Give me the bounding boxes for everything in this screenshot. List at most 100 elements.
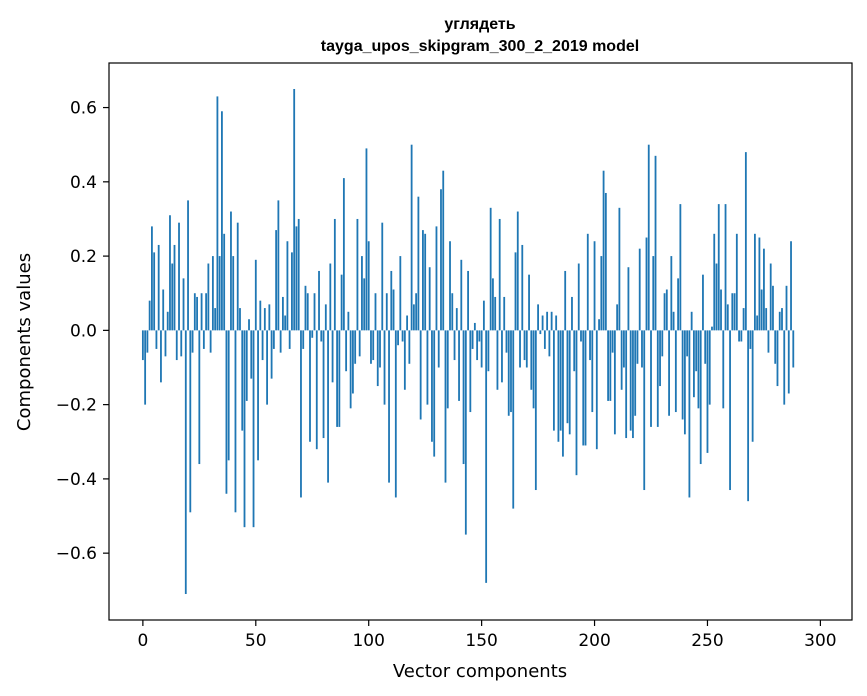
bar-142 [462, 330, 465, 465]
bar-148 [476, 330, 479, 361]
bar-253 [713, 233, 716, 331]
bar-156 [494, 296, 497, 331]
bar-205 [604, 192, 607, 331]
bar-240 [683, 330, 686, 435]
bar-45 [243, 330, 246, 528]
bar-97 [361, 256, 363, 331]
bar-198 [589, 330, 591, 361]
bar-155 [492, 278, 494, 331]
bar-119 [410, 144, 413, 331]
bar-127 [428, 267, 431, 331]
bar-100 [367, 241, 370, 331]
x-tick-label: 0 [137, 631, 148, 651]
bar-283 [781, 308, 783, 331]
bar-24 [196, 296, 198, 331]
bar-144 [467, 270, 469, 331]
bar-58 [272, 330, 275, 349]
bar-264 [738, 330, 740, 342]
x-tick-label: 50 [245, 631, 267, 651]
bar-27 [202, 330, 205, 349]
bar-189 [568, 330, 571, 435]
bar-206 [607, 330, 609, 401]
bar-181 [550, 311, 553, 331]
bar-105 [379, 330, 381, 368]
bar-199 [591, 330, 594, 413]
bar-167 [519, 330, 521, 368]
bar-87 [338, 330, 341, 427]
bar-176 [539, 330, 542, 335]
bar-8 [160, 330, 162, 383]
bar-53 [261, 330, 264, 361]
y-tick-label: −0.6 [56, 544, 97, 564]
bar-48 [250, 330, 253, 379]
bar-279 [772, 285, 774, 331]
bar-228 [656, 330, 659, 427]
bar-135 [446, 330, 449, 409]
bar-93 [352, 330, 354, 394]
bar-113 [397, 330, 399, 346]
bar-11 [166, 311, 169, 331]
bar-68 [295, 226, 298, 331]
bar-280 [774, 330, 777, 364]
bar-175 [537, 304, 539, 331]
bar-116 [403, 330, 406, 390]
bar-159 [501, 330, 503, 383]
bar-247 [699, 330, 702, 465]
bar-111 [392, 289, 395, 331]
bar-61 [279, 330, 282, 353]
bar-178 [543, 330, 546, 349]
bar-197 [586, 233, 589, 331]
bar-233 [668, 330, 670, 416]
bar-251 [708, 330, 711, 405]
bar-191 [573, 330, 576, 372]
bar-32 [214, 308, 217, 331]
bar-59 [275, 230, 278, 331]
bar-161 [505, 330, 508, 353]
y-tick-label: 0.0 [70, 321, 97, 341]
bar-229 [659, 330, 661, 387]
bar-163 [510, 330, 512, 413]
bar-213 [623, 330, 625, 368]
bar-57 [270, 330, 273, 379]
bar-141 [460, 259, 463, 331]
bar-225 [650, 330, 652, 427]
bar-46 [245, 330, 248, 401]
bar-118 [408, 330, 411, 364]
bar-246 [697, 330, 700, 409]
bar-232 [665, 289, 668, 331]
x-tick-label: 200 [578, 631, 610, 651]
bar-154 [489, 207, 492, 331]
bar-170 [525, 330, 528, 368]
chart-title-line2: tayga_upos_skipgram_300_2_2019 model [321, 38, 639, 55]
bar-131 [437, 330, 440, 368]
bar-211 [618, 207, 621, 331]
bar-188 [566, 330, 569, 424]
bar-92 [349, 330, 352, 409]
bar-108 [385, 293, 388, 331]
bar-13 [171, 263, 174, 331]
bar-50 [254, 259, 257, 331]
bar-66 [291, 252, 293, 331]
bar-236 [674, 330, 677, 413]
bar-258 [724, 204, 727, 331]
bar-201 [595, 330, 598, 450]
bar-2 [146, 330, 149, 353]
bar-99 [365, 148, 368, 331]
bar-54 [263, 308, 266, 331]
bar-19 [184, 330, 187, 595]
bar-192 [575, 330, 578, 476]
bar-130 [435, 226, 438, 331]
bar-9 [162, 289, 165, 331]
bar-180 [548, 330, 551, 357]
bar-202 [598, 319, 600, 331]
bar-241 [686, 330, 689, 357]
bar-134 [444, 330, 447, 483]
bar-91 [347, 311, 350, 331]
bar-143 [464, 330, 467, 535]
bar-25 [198, 330, 201, 465]
bar-69 [297, 218, 300, 331]
x-axis-label: Vector components [393, 661, 567, 682]
bar-1 [144, 330, 147, 405]
bar-123 [419, 330, 422, 420]
